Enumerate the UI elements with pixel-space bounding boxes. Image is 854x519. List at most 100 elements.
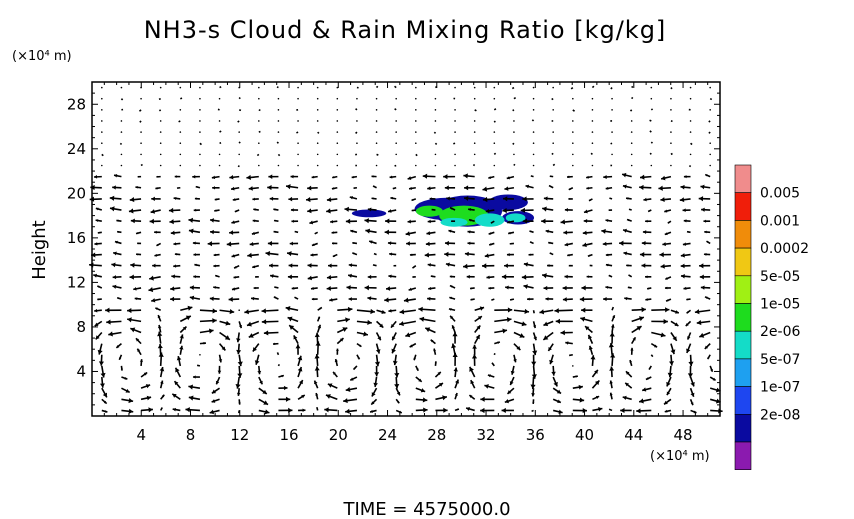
wind-arrow: [334, 358, 339, 367]
wind-arrow: [210, 229, 220, 235]
colorbar-segment: [734, 164, 752, 194]
wind-arrow: [288, 324, 299, 334]
wind-dot: [434, 153, 437, 156]
wind-arrow: [246, 174, 259, 180]
wind-arrow: [688, 108, 691, 111]
wind-arrow: [532, 310, 535, 314]
wind-arrow: [551, 152, 554, 155]
wind-arrow: [592, 406, 603, 412]
colorbar-label: 5e-05: [760, 269, 800, 285]
wind-arrow: [278, 374, 285, 378]
colorbar-segment: [734, 358, 752, 387]
wind-dot: [336, 142, 339, 145]
y-tick-label: 4: [76, 362, 86, 380]
wind-dot: [454, 131, 456, 133]
colorbar-segment: [734, 192, 752, 221]
wind-arrow: [433, 131, 437, 134]
wind-arrow: [520, 207, 534, 213]
wind-dot: [179, 164, 182, 167]
x-tick-label: 28: [427, 426, 446, 444]
wind-arrow: [650, 354, 654, 358]
wind-arrow: [403, 297, 416, 303]
wind-arrow: [368, 240, 377, 245]
wind-arrow: [315, 392, 319, 400]
wind-arrow: [513, 163, 516, 166]
wind-arrow: [493, 152, 497, 155]
wind-arrow: [506, 387, 515, 395]
wind-arrow: [631, 336, 637, 345]
wind-arrow: [621, 172, 632, 178]
wind-dot: [316, 142, 319, 145]
wind-arrow: [463, 185, 475, 191]
wind-arrow: [549, 252, 554, 256]
wind-dot: [454, 153, 456, 156]
wind-dot: [179, 86, 182, 89]
wind-arrow: [96, 285, 103, 289]
wind-arrow: [217, 365, 222, 374]
wind-dot: [552, 131, 554, 133]
wind-arrow: [444, 240, 456, 246]
wind-arrow: [415, 153, 418, 157]
wind-dot: [316, 120, 319, 122]
wind-arrow: [274, 286, 279, 289]
wind-arrow: [214, 198, 220, 201]
wind-dot: [101, 131, 103, 133]
wind-arrow: [469, 287, 475, 290]
wind-dot: [375, 97, 378, 100]
wind-arrow: [504, 398, 515, 404]
wind-arrow: [552, 387, 562, 395]
wind-arrow: [427, 263, 436, 267]
wind-arrow: [394, 85, 397, 89]
wind-arrow: [629, 109, 633, 112]
wind-arrow: [188, 217, 201, 223]
wind-dot: [120, 164, 123, 167]
wind-arrow: [188, 384, 201, 390]
wind-arrow: [314, 332, 320, 344]
plot-frame: [91, 81, 721, 417]
wind-dot: [415, 120, 417, 122]
wind-arrow: [258, 387, 268, 395]
wind-arrow: [293, 335, 299, 345]
wind-arrow: [494, 341, 501, 345]
wind-arrow: [173, 242, 181, 246]
wind-dot: [415, 142, 417, 145]
wind-arrow: [374, 354, 381, 367]
wind-arrow: [584, 325, 593, 334]
wind-arrow: [699, 274, 711, 280]
wind-arrow: [434, 361, 437, 366]
wind-arrow: [545, 229, 554, 234]
wind-arrow: [602, 241, 613, 247]
wind-arrow: [346, 285, 357, 290]
wind-arrow: [645, 219, 652, 223]
wind-arrow: [548, 241, 554, 245]
x-tick-label: 44: [624, 426, 643, 444]
wind-arrow: [700, 184, 711, 190]
wind-arrow: [253, 208, 259, 211]
wind-dot: [140, 97, 142, 100]
wind-arrow: [392, 354, 398, 366]
wind-arrow: [130, 327, 142, 334]
wind-arrow: [680, 274, 691, 279]
wind-arrow: [494, 307, 513, 313]
wind-arrow: [94, 320, 103, 327]
wind-arrow: [285, 184, 299, 190]
wind-arrow: [531, 365, 537, 379]
wind-arrow: [91, 252, 102, 258]
wind-arrow: [641, 263, 652, 268]
wind-dot: [159, 120, 162, 122]
wind-arrow: [488, 175, 495, 179]
wind-arrow: [513, 308, 530, 314]
wind-dot: [611, 97, 613, 100]
wind-arrow: [325, 394, 338, 401]
wind-arrow: [385, 286, 397, 291]
wind-arrow: [539, 309, 554, 315]
wind-arrow: [415, 397, 428, 403]
wind-dot: [434, 109, 437, 111]
colorbar-label: 0.001: [760, 213, 800, 229]
wind-arrow: [472, 344, 477, 355]
wind-arrow: [269, 274, 279, 278]
wind-arrow: [294, 296, 299, 300]
wind-arrow: [257, 365, 262, 375]
wind-arrow: [481, 263, 495, 269]
wind-arrow: [626, 218, 632, 222]
